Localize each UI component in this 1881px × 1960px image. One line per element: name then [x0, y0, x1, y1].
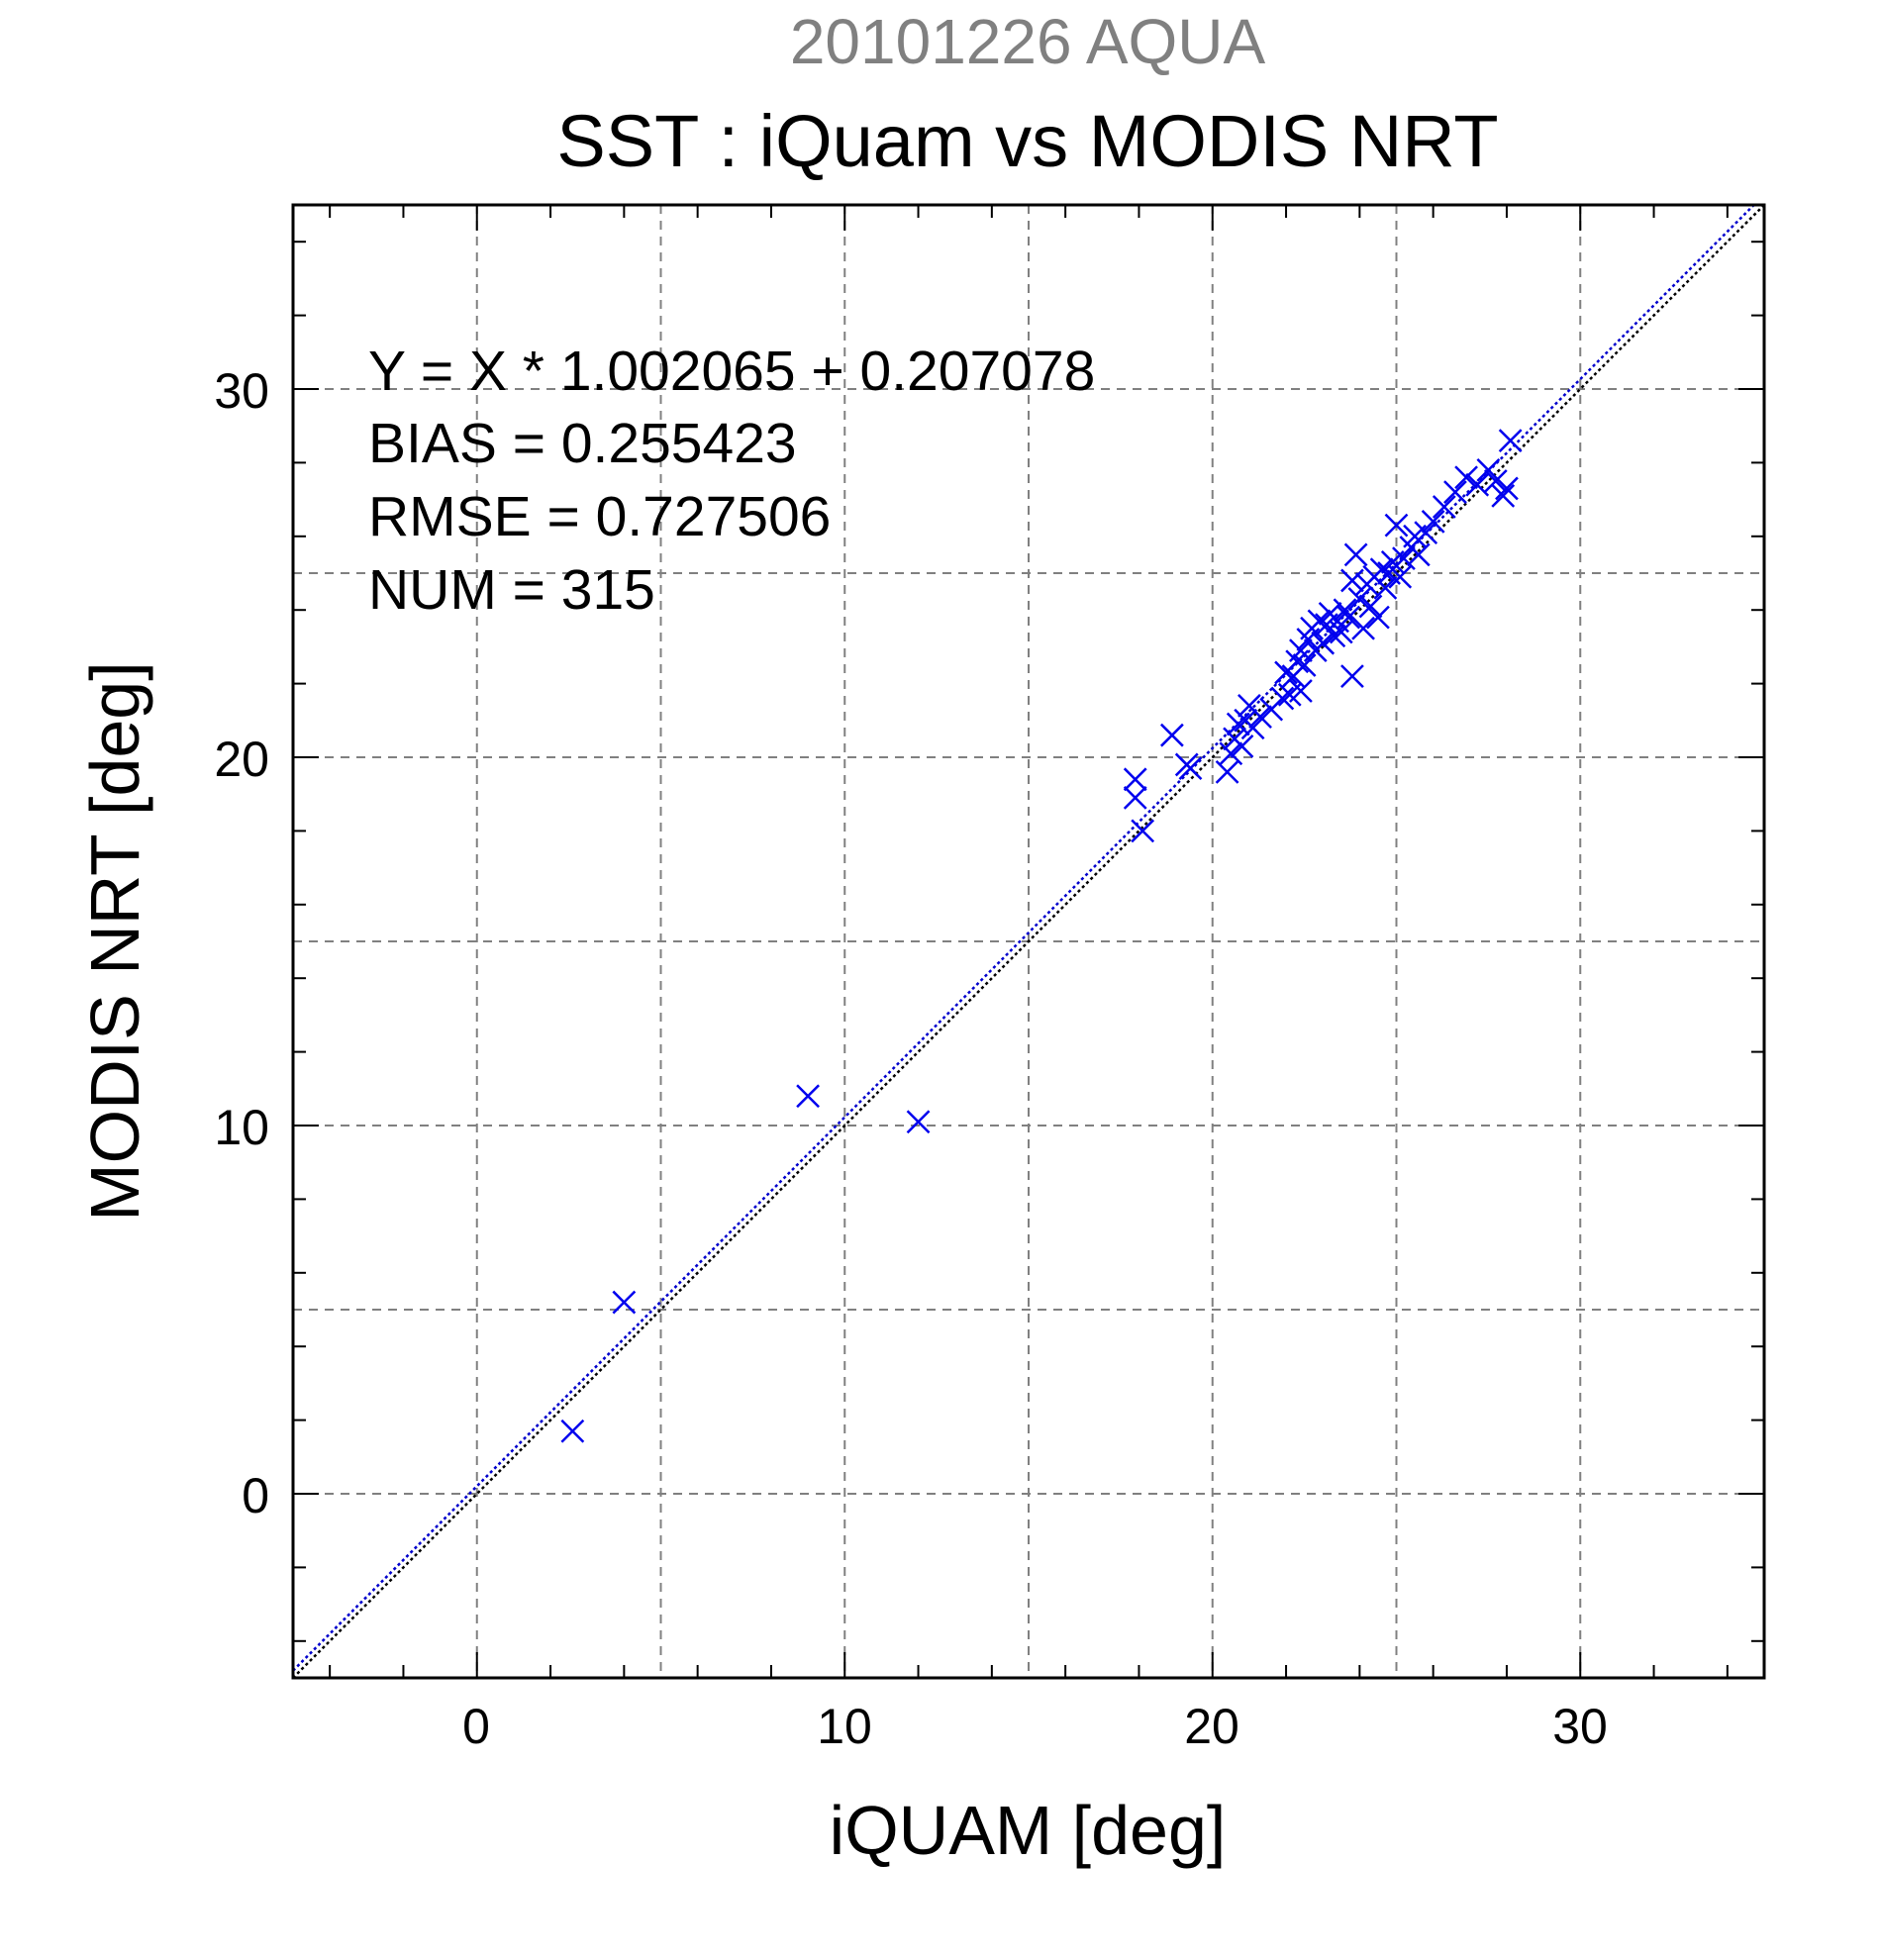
stat-fit-equation: Y = X * 1.002065 + 0.207078: [368, 340, 1095, 403]
data-point: [1240, 716, 1265, 740]
data-point: [1226, 712, 1250, 736]
data-point: [1388, 564, 1413, 589]
stat-num: NUM = 315: [368, 558, 655, 622]
data-point: [1392, 546, 1416, 571]
data-point: [1491, 483, 1516, 508]
data-point: [1421, 510, 1445, 534]
stat-rmse: RMSE = 0.727506: [368, 485, 831, 548]
data-point: [1123, 786, 1147, 810]
data-point: [1178, 756, 1203, 781]
data-point: [1230, 734, 1254, 758]
data-point: [560, 1419, 585, 1443]
data-point: [1311, 631, 1336, 655]
y-tick-label: 30: [214, 363, 269, 419]
data-point: [1270, 686, 1295, 711]
y-tick-label: 0: [242, 1468, 269, 1523]
data-point: [1131, 819, 1155, 843]
regression-fit-line: [293, 205, 1756, 1672]
data-point: [612, 1290, 637, 1315]
data-point: [1215, 759, 1239, 784]
x-tick-label: 30: [1552, 1699, 1608, 1754]
data-point: [1495, 476, 1519, 501]
data-point: [1292, 653, 1317, 677]
x-tick-label: 0: [462, 1699, 490, 1754]
chart-subtitle: 20101226 AQUA: [790, 6, 1266, 77]
y-axis-label: MODIS NRT [deg]: [76, 661, 153, 1221]
data-point: [1333, 598, 1357, 623]
x-tick-label: 10: [817, 1699, 872, 1754]
data-point: [1406, 542, 1431, 567]
data-point: [1248, 705, 1272, 729]
data-point: [1289, 679, 1313, 703]
data-point: [1123, 767, 1147, 792]
data-points: [560, 429, 1523, 1443]
data-point: [1454, 465, 1478, 490]
chart-title: SST : iQuam vs MODIS NRT: [556, 100, 1498, 182]
data-point: [1329, 620, 1353, 644]
data-point: [796, 1084, 820, 1109]
data-point: [1351, 616, 1375, 640]
data-point: [1476, 457, 1501, 482]
plot-frame: [291, 203, 1766, 1680]
data-point: [1414, 521, 1438, 544]
data-point: [906, 1110, 931, 1134]
data-point: [1160, 723, 1184, 747]
axis-ticks: [293, 205, 1764, 1678]
data-point: [1366, 605, 1390, 630]
data-point: [1219, 741, 1243, 766]
data-point: [1384, 513, 1409, 538]
data-point: [1322, 624, 1346, 648]
x-tick-label: 20: [1184, 1699, 1239, 1754]
y-tick-label: 10: [214, 1100, 269, 1155]
x-axis-label: iQUAM [deg]: [830, 1792, 1227, 1869]
data-point: [1340, 568, 1364, 593]
y-tick-label: 20: [214, 732, 269, 787]
data-point: [1340, 664, 1364, 689]
grid-lines: [293, 205, 1764, 1678]
data-point: [1369, 557, 1394, 582]
data-point: [1498, 429, 1523, 452]
data-point: [1343, 542, 1368, 567]
data-point: [1373, 575, 1398, 600]
data-point: [1336, 605, 1361, 630]
data-point: [1483, 469, 1508, 493]
data-point: [1358, 594, 1383, 619]
data-point: [1443, 480, 1467, 505]
stat-bias: BIAS = 0.255423: [368, 412, 797, 475]
data-point: [1347, 587, 1372, 611]
data-point: [1432, 495, 1456, 519]
data-point: [1465, 472, 1490, 497]
